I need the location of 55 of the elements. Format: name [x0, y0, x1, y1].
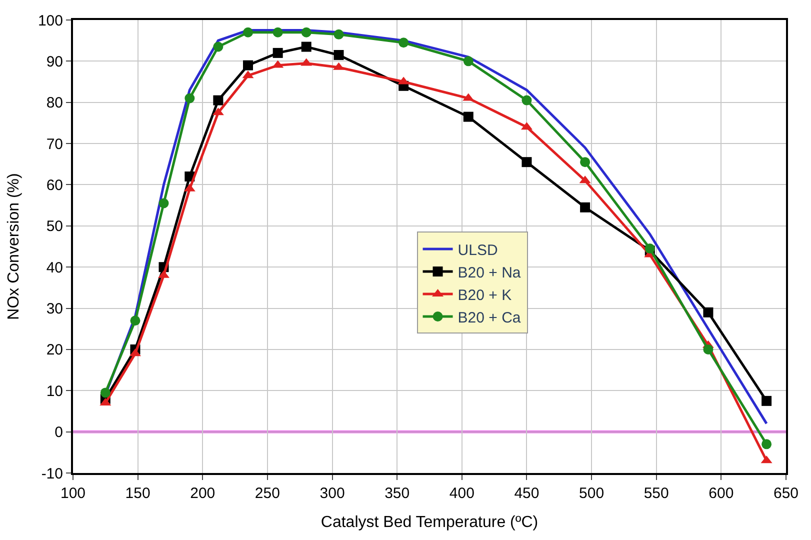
point	[301, 27, 312, 38]
y-tick-label: 70	[46, 136, 63, 153]
legend-label: ULSD	[458, 242, 498, 259]
x-tick-label: 550	[644, 485, 669, 502]
x-tick-label: 200	[190, 485, 216, 502]
point	[522, 95, 532, 106]
point	[243, 27, 254, 38]
y-axis-title: NOx Conversion (%)	[5, 173, 22, 320]
x-tick-label: 450	[514, 485, 540, 502]
y-tick-label: 90	[46, 53, 63, 70]
x-tick-label: 500	[579, 485, 604, 502]
legend-label: B20 + K	[458, 286, 512, 304]
x-axis-title: Catalyst Bed Temperature (ºC)	[320, 514, 538, 532]
y-tick-label: -10	[41, 465, 63, 482]
point	[213, 95, 224, 106]
y-tick-label: 60	[46, 176, 63, 194]
point	[522, 157, 532, 168]
point	[213, 42, 224, 52]
y-tick-label: 50	[46, 218, 63, 236]
y-tick-label: 10	[46, 382, 63, 400]
x-tick-label: 400	[449, 485, 474, 502]
point	[703, 307, 714, 318]
x-tick-label: 650	[773, 485, 799, 502]
point	[463, 112, 474, 122]
y-tick-label: 20	[46, 342, 63, 359]
point	[703, 344, 714, 354]
point	[243, 60, 254, 70]
y-tick-label: 30	[46, 300, 63, 318]
point	[762, 439, 772, 450]
x-tick-label: 150	[125, 485, 150, 502]
y-tick-label: 100	[38, 12, 63, 30]
point	[580, 202, 590, 212]
y-tick-label: 0	[54, 424, 63, 442]
y-tick-label: 80	[46, 94, 63, 112]
x-tick-label: 100	[60, 485, 86, 502]
point	[398, 38, 409, 48]
point	[272, 27, 283, 38]
legend-label: B20 + Ca	[458, 309, 522, 326]
point	[334, 29, 344, 40]
point	[334, 50, 344, 60]
point	[762, 396, 772, 406]
x-tick-label: 350	[384, 485, 410, 502]
y-tick-label: 40	[46, 259, 63, 276]
point	[100, 388, 110, 398]
point	[580, 157, 590, 168]
point	[130, 316, 140, 326]
point	[272, 48, 283, 58]
point	[158, 198, 169, 208]
x-tick-label: 250	[254, 485, 280, 502]
point	[301, 42, 312, 52]
point	[463, 56, 474, 66]
legend-label: B20 + Na	[458, 264, 522, 282]
point	[184, 93, 195, 104]
x-tick-label: 600	[708, 485, 734, 502]
x-tick-label: 300	[320, 485, 345, 502]
